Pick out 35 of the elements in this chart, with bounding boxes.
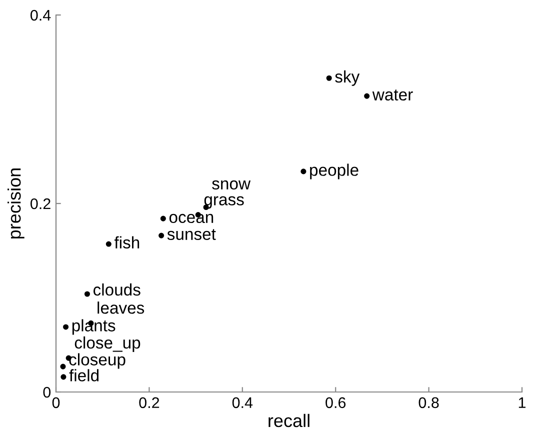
data-label: plants <box>72 319 116 335</box>
point <box>158 232 164 238</box>
y-axis-title: precision <box>8 168 24 238</box>
data-label: sunset <box>167 229 216 240</box>
y-tick-label: 0.2 <box>30 198 50 210</box>
x-tick-label: 0.6 <box>326 397 346 408</box>
point <box>300 168 306 174</box>
data-label: grass <box>204 196 244 209</box>
data-label: clouds <box>93 283 140 296</box>
x-tick-label: 0.2 <box>139 397 160 408</box>
data-label: leaves <box>98 302 144 314</box>
point <box>84 291 90 297</box>
x-tick-label: 0 <box>52 397 60 408</box>
y-tick-label: 0.4 <box>30 10 51 21</box>
data-label: fish <box>114 236 140 248</box>
point <box>364 93 370 99</box>
point <box>160 216 166 222</box>
point <box>106 241 112 247</box>
x-tick-label: 0.8 <box>418 397 439 408</box>
data-label: water <box>372 90 413 101</box>
x-tick-label: 1 <box>518 397 526 408</box>
x-axis-title: recall <box>268 414 310 428</box>
point <box>63 324 69 330</box>
point <box>60 364 66 370</box>
x-tick-label: 0.4 <box>232 397 253 408</box>
data-label: people <box>310 164 358 180</box>
data-label: closeup <box>69 353 126 369</box>
data-label: sky <box>335 70 360 86</box>
data-label: snow <box>212 180 251 190</box>
data-label: field <box>69 369 99 382</box>
point <box>60 374 66 380</box>
data-label: ocean <box>169 214 214 224</box>
y-tick-label: 0 <box>43 386 51 398</box>
data-label: close_up <box>74 336 140 352</box>
point <box>326 75 332 81</box>
